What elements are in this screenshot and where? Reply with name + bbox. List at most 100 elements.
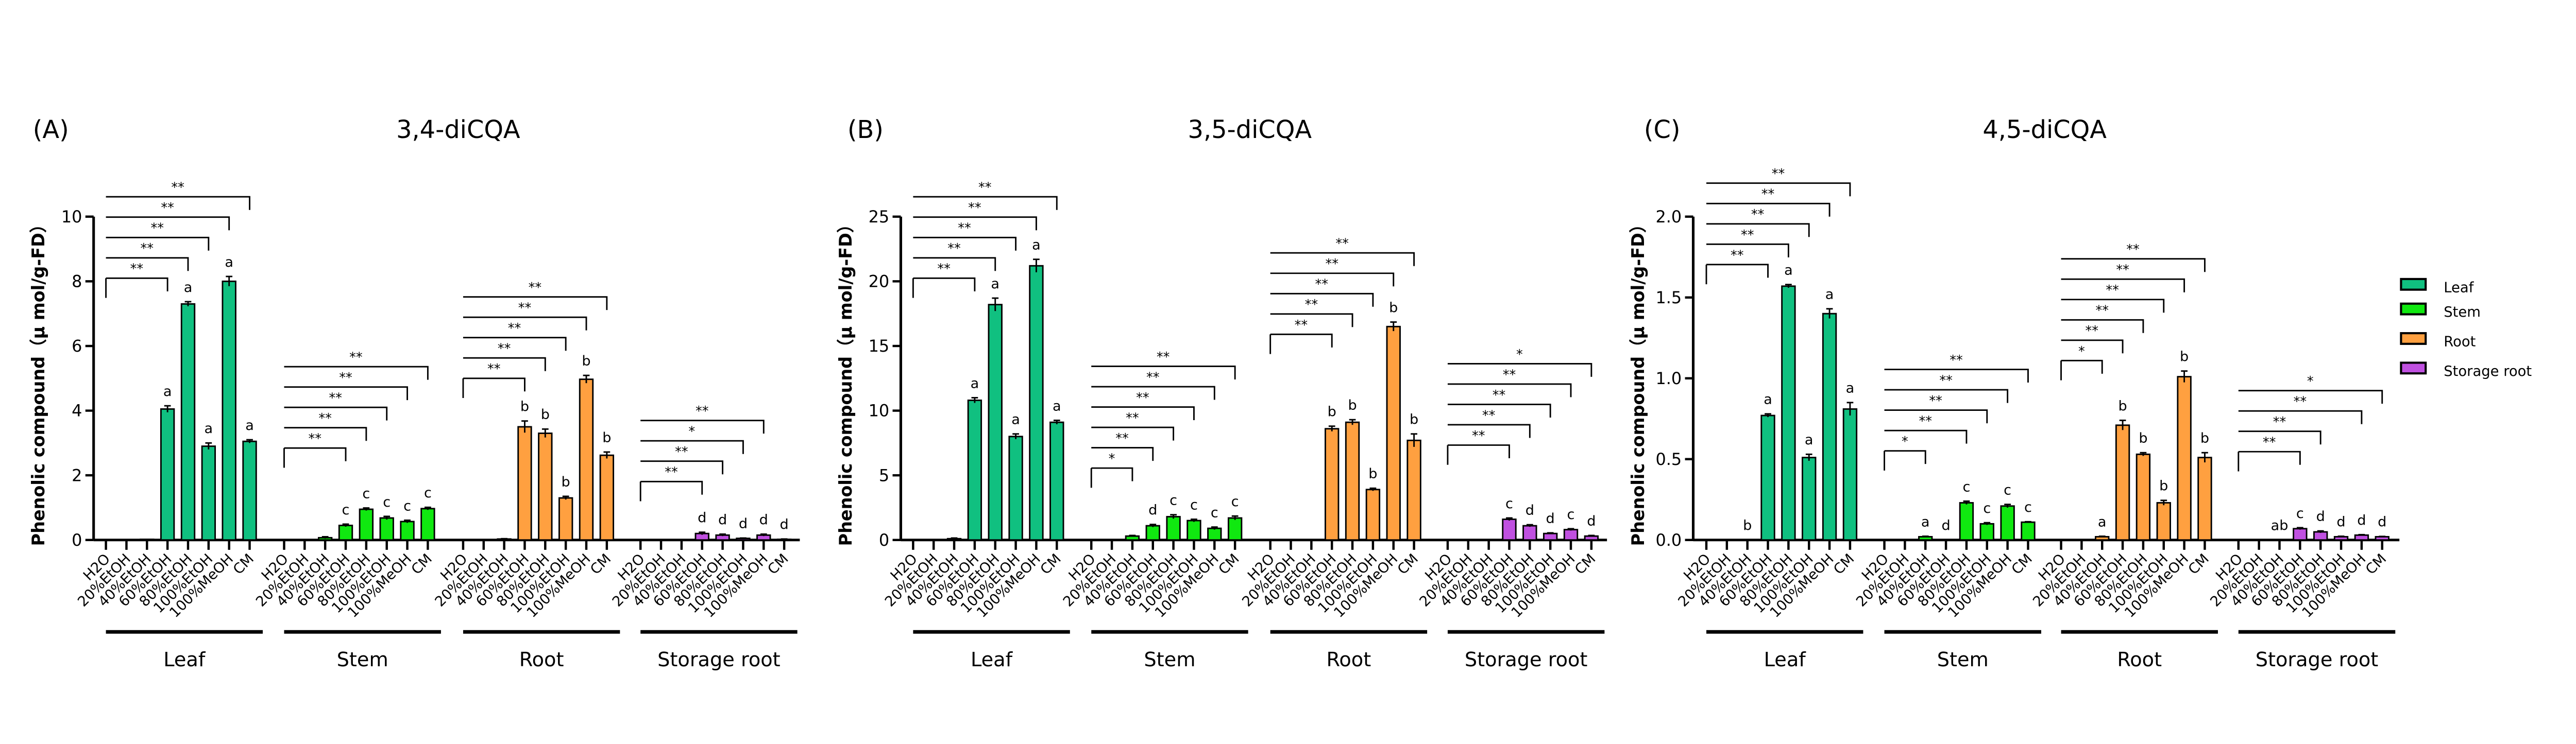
- bar: [201, 445, 216, 541]
- bar: [1029, 265, 1044, 541]
- bar: [2313, 531, 2328, 541]
- significance-stars: **: [1761, 187, 1774, 202]
- bar: [988, 304, 1003, 541]
- significance-letter: d: [2336, 514, 2345, 530]
- bar: [1325, 428, 1340, 541]
- significance-letter: c: [1567, 507, 1575, 523]
- significance-bracket: [640, 480, 703, 495]
- significance-bracket: [1706, 264, 1769, 278]
- significance-stars: **: [696, 404, 709, 419]
- significance-bracket: [913, 236, 1017, 251]
- significance-stars: **: [665, 465, 678, 480]
- significance-stars: **: [958, 221, 971, 236]
- significance-stars: **: [968, 200, 981, 216]
- bar: [420, 508, 435, 541]
- significance-letter: d: [1526, 503, 1534, 518]
- significance-letter: d: [698, 510, 706, 526]
- significance-letter: b: [1368, 466, 1377, 482]
- significance-bracket: [640, 420, 765, 434]
- x-tick-label: CM: [409, 551, 435, 578]
- significance-bracket: [2061, 299, 2165, 313]
- significance-bracket: [2238, 410, 2363, 424]
- bar: [538, 432, 553, 541]
- bar: [1760, 414, 1775, 541]
- bar: [338, 525, 353, 541]
- significance-letter: ab: [2271, 518, 2289, 534]
- significance-stars: **: [1731, 248, 1743, 263]
- significance-letter: d: [2357, 512, 2366, 528]
- y-tick-label: 0: [72, 530, 82, 550]
- significance-letter: c: [362, 486, 370, 501]
- group-label: Root: [1327, 648, 1371, 671]
- significance-bracket: [2061, 359, 2103, 374]
- significance-letter: b: [2180, 349, 2189, 365]
- significance-bracket: [284, 366, 429, 380]
- significance-letter: c: [1983, 500, 1991, 516]
- bar: [2000, 505, 2015, 541]
- significance-stars: **: [1929, 393, 1942, 409]
- significance-bracket: [2061, 339, 2124, 354]
- significance-stars: **: [498, 341, 511, 357]
- significance-letter: c: [1505, 496, 1513, 512]
- y-tick-label: 20: [869, 272, 890, 291]
- significance-stars: **: [978, 180, 991, 196]
- significance-bracket: [1884, 389, 2009, 403]
- significance-letter: d: [2316, 509, 2325, 525]
- significance-bracket: [106, 216, 230, 231]
- chart-title: 3,4-diCQA: [396, 116, 520, 144]
- significance-bracket: [1091, 426, 1175, 441]
- significance-stars: **: [308, 431, 321, 447]
- legend: Leaf Stem Root Storage root: [2400, 278, 2532, 379]
- bar: [1842, 408, 1858, 541]
- significance-letter: b: [2200, 430, 2209, 446]
- significance-stars: **: [141, 241, 154, 256]
- significance-stars: **: [2116, 263, 2129, 278]
- significance-stars: **: [318, 411, 332, 426]
- y-tick-label: 10: [61, 207, 82, 227]
- x-tick-label: CM: [765, 551, 791, 578]
- x-tick-label: CM: [230, 551, 257, 578]
- significance-letter: a: [163, 384, 172, 400]
- bar: [379, 517, 394, 541]
- significance-bracket: [2238, 430, 2321, 445]
- bar: [1979, 523, 1994, 541]
- chart-panel: (A) 3,4-diCQA Phenolic compound（μ mol/g-FD…: [28, 116, 800, 671]
- significance-letter: d: [739, 516, 748, 532]
- legend-swatch: [2400, 278, 2427, 291]
- significance-letter: a: [2098, 514, 2107, 530]
- bar-group-leaf: H2O20%EtOH40%EtOHa60%EtOHa80%EtOHa100%Et…: [882, 180, 1070, 671]
- significance-letter: d: [2378, 514, 2386, 530]
- significance-bracket: [106, 196, 250, 210]
- group-label: Root: [2117, 648, 2162, 671]
- bar: [400, 521, 415, 541]
- significance-stars: **: [2106, 283, 2119, 298]
- significance-letter: c: [1190, 497, 1198, 513]
- bar: [1543, 532, 1558, 541]
- significance-letter: d: [718, 512, 727, 528]
- significance-letter: c: [1170, 493, 1177, 509]
- significance-bracket: [1884, 369, 2029, 383]
- y-tick-label: 0.5: [1656, 449, 1682, 469]
- significance-stars: **: [1503, 367, 1516, 383]
- y-tick-label: 2: [72, 465, 82, 485]
- significance-stars: *: [1902, 434, 1908, 449]
- bar: [1822, 313, 1837, 541]
- bar: [1008, 436, 1023, 541]
- bar-group-storage-root: H2O20%EtOHab40%EtOHc60%EtOHd80%EtOHd100%…: [2207, 374, 2396, 671]
- significance-stars: **: [2086, 323, 2099, 339]
- significance-bracket: [463, 337, 567, 351]
- significance-bracket: [106, 277, 168, 291]
- bar: [2177, 376, 2192, 541]
- significance-letter: a: [971, 375, 979, 391]
- significance-letter: b: [582, 353, 590, 369]
- bar-group-storage-root: H2O20%EtOH40%EtOHd60%EtOHd80%EtOHd100%Et…: [609, 404, 798, 671]
- significance-bracket: [1884, 429, 1968, 444]
- significance-stars: **: [1741, 228, 1754, 243]
- significance-letter: a: [184, 280, 193, 296]
- significance-bracket: [1091, 467, 1133, 481]
- significance-letter: a: [1053, 398, 1061, 414]
- chart-title: 3,5-diCQA: [1188, 116, 1312, 144]
- significance-bracket: [1270, 333, 1333, 348]
- x-tick-label: CM: [1215, 551, 1242, 578]
- significance-stars: **: [150, 221, 164, 236]
